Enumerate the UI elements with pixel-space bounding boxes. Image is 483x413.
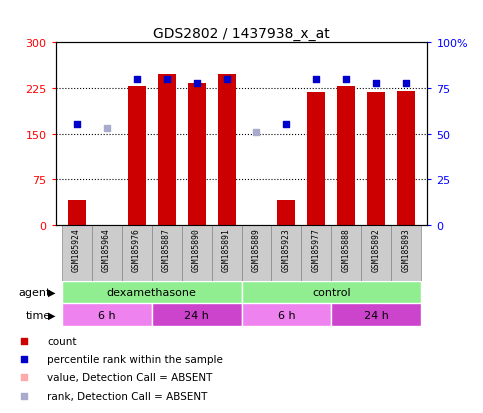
Point bbox=[410, 79, 417, 85]
Bar bbox=[361, 225, 391, 281]
Text: agent: agent bbox=[18, 287, 51, 297]
Bar bbox=[278, 201, 296, 225]
Text: GSM185924: GSM185924 bbox=[72, 228, 81, 272]
Bar bbox=[152, 225, 182, 281]
Text: GSM185887: GSM185887 bbox=[162, 228, 171, 272]
Bar bbox=[242, 225, 271, 281]
Bar bbox=[68, 201, 85, 225]
Text: ▶: ▶ bbox=[47, 310, 55, 320]
Bar bbox=[308, 93, 326, 225]
Text: GSM185893: GSM185893 bbox=[402, 228, 411, 272]
Text: GSM185888: GSM185888 bbox=[342, 228, 351, 272]
Point bbox=[72, 122, 80, 128]
Bar bbox=[331, 304, 422, 326]
Title: GDS2802 / 1437938_x_at: GDS2802 / 1437938_x_at bbox=[153, 27, 330, 41]
Bar bbox=[391, 225, 422, 281]
Bar bbox=[128, 87, 145, 225]
Bar bbox=[301, 225, 331, 281]
Bar bbox=[92, 225, 122, 281]
Point bbox=[193, 80, 200, 87]
Point bbox=[223, 76, 230, 83]
Text: GSM185976: GSM185976 bbox=[132, 228, 141, 272]
Bar bbox=[271, 225, 301, 281]
Point bbox=[253, 129, 260, 136]
Bar bbox=[61, 304, 152, 326]
Text: GSM185892: GSM185892 bbox=[372, 228, 381, 272]
Text: value, Detection Call = ABSENT: value, Detection Call = ABSENT bbox=[47, 373, 213, 382]
Bar bbox=[212, 225, 242, 281]
Point bbox=[410, 244, 417, 251]
Point bbox=[133, 76, 141, 83]
Point bbox=[163, 76, 170, 83]
Text: rank, Detection Call = ABSENT: rank, Detection Call = ABSENT bbox=[47, 391, 208, 401]
Text: 24 h: 24 h bbox=[184, 310, 209, 320]
Bar bbox=[398, 92, 415, 225]
Point bbox=[283, 122, 290, 128]
Text: dexamethasone: dexamethasone bbox=[107, 287, 197, 297]
Text: 6 h: 6 h bbox=[98, 310, 115, 320]
Bar bbox=[217, 75, 236, 225]
Point bbox=[403, 80, 411, 87]
Text: GSM185890: GSM185890 bbox=[192, 228, 201, 272]
Text: ▶: ▶ bbox=[47, 287, 55, 297]
Bar bbox=[182, 225, 212, 281]
Point bbox=[313, 76, 320, 83]
Bar bbox=[61, 225, 92, 281]
Text: GSM185964: GSM185964 bbox=[102, 228, 111, 272]
Point bbox=[342, 76, 350, 83]
Bar bbox=[368, 93, 385, 225]
Text: time: time bbox=[26, 310, 51, 320]
Text: control: control bbox=[312, 287, 351, 297]
Text: GSM185977: GSM185977 bbox=[312, 228, 321, 272]
Text: GSM185923: GSM185923 bbox=[282, 228, 291, 272]
Bar bbox=[187, 84, 205, 225]
Bar bbox=[152, 304, 242, 326]
Bar bbox=[331, 225, 361, 281]
Bar bbox=[122, 225, 152, 281]
Text: 24 h: 24 h bbox=[364, 310, 389, 320]
Bar bbox=[61, 281, 242, 304]
Text: 6 h: 6 h bbox=[278, 310, 295, 320]
Point bbox=[372, 80, 380, 87]
Text: count: count bbox=[47, 336, 77, 346]
Text: GSM185889: GSM185889 bbox=[252, 228, 261, 272]
Point bbox=[103, 126, 111, 132]
Bar bbox=[242, 304, 331, 326]
Bar bbox=[242, 281, 422, 304]
Bar bbox=[157, 75, 175, 225]
Text: GSM185891: GSM185891 bbox=[222, 228, 231, 272]
Text: percentile rank within the sample: percentile rank within the sample bbox=[47, 354, 223, 364]
Bar bbox=[338, 87, 355, 225]
